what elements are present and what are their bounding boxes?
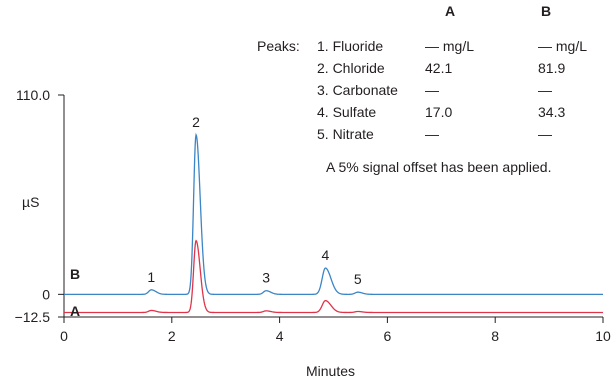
peak-name-4: 4. Sulfate: [317, 104, 377, 120]
peak-value-a-4: 17.0: [425, 104, 453, 120]
peak-number-label: 3: [262, 270, 270, 286]
y-tick-label: 0: [42, 286, 50, 302]
peak-value-a-2: 42.1: [425, 60, 453, 76]
column-header-a: A: [445, 3, 456, 19]
peak-value-a-3: —: [425, 82, 439, 98]
y-axis-label: µS: [22, 194, 40, 210]
trace-label-b: B: [70, 266, 81, 282]
x-tick-label: 4: [276, 328, 284, 344]
y-tick-label: 110.0: [16, 87, 50, 103]
x-tick-label: 2: [168, 328, 176, 344]
peak-value-b-2: 81.9: [538, 60, 566, 76]
peak-name-1: 1. Fluoride: [317, 38, 384, 54]
x-tick-label: 6: [384, 328, 392, 344]
peak-value-a-5: —: [425, 126, 439, 142]
peak-value-a-1: — mg/L: [425, 38, 475, 54]
peak-value-b-3: —: [538, 82, 552, 98]
x-axis-label: Minutes: [306, 363, 356, 379]
peak-value-b-1: — mg/L: [538, 38, 588, 54]
signal-offset-note: A 5% signal offset has been applied.: [326, 159, 552, 175]
trace-b: [64, 132, 603, 295]
peak-number-label: 1: [147, 269, 155, 285]
peak-number-label: 2: [192, 114, 200, 130]
peak-value-b-4: 34.3: [538, 104, 566, 120]
y-tick-label: −12.5: [15, 309, 51, 325]
x-tick-label: 8: [491, 328, 499, 344]
trace-label-a: A: [70, 303, 81, 319]
peak-number-label: 5: [354, 271, 362, 287]
trace-a: [64, 239, 603, 314]
peaks-label: Peaks:: [257, 38, 300, 54]
peak-number-label: 4: [322, 247, 330, 263]
x-tick-label: 0: [60, 328, 68, 344]
peak-name-2: 2. Chloride: [317, 60, 385, 76]
peak-name-5: 5. Nitrate: [317, 126, 374, 142]
column-header-b: B: [541, 3, 552, 19]
peak-name-3: 3. Carbonate: [317, 82, 398, 98]
x-tick-label: 10: [595, 328, 611, 344]
peak-value-b-5: —: [538, 126, 552, 142]
